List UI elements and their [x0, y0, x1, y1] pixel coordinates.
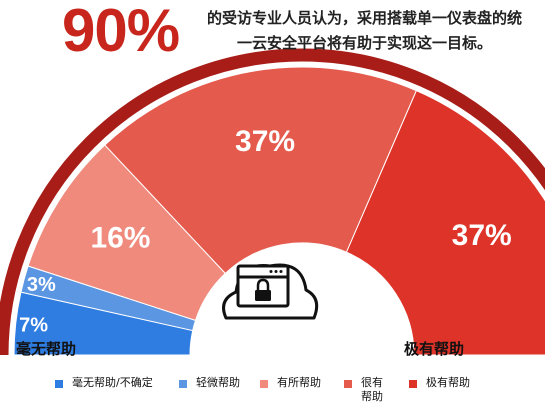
headline-stat: 90% [62, 0, 180, 64]
legend-item: 很有帮助 [344, 376, 389, 404]
legend-swatch [260, 380, 268, 388]
legend-swatch [344, 380, 352, 388]
chart-slice-labels: 7% 3% 16% 37% 37% [19, 125, 512, 336]
chart-slices [13, 66, 545, 356]
legend: 毫无帮助/不确定 轻微帮助 有所帮助 很有帮助 极有帮助 [55, 376, 535, 406]
legend-label: 轻微帮助 [196, 376, 240, 389]
legend-label: 毫无帮助/不确定 [72, 376, 153, 389]
legend-label: 极有帮助 [426, 376, 470, 389]
legend-label: 很有帮助 [361, 376, 383, 403]
chart-slice [104, 66, 418, 275]
chart-slice-label: 3% [27, 274, 56, 296]
outer-arc [0, 48, 545, 356]
cloud-lock-icon [222, 263, 319, 320]
chart-slice-label: 37% [235, 125, 295, 158]
headline-line-2: 一云安全平台将有助于实现这一目标。 [236, 34, 492, 52]
scale-high-label: 极有帮助 [404, 340, 465, 358]
browser-dot [274, 270, 278, 273]
lock-shackle-shape [256, 278, 270, 291]
legend-swatch [179, 380, 187, 388]
legend-item: 有所帮助 [260, 376, 321, 390]
browser-dot [269, 270, 273, 273]
chart-slice [345, 90, 545, 356]
legend-item: 轻微帮助 [179, 376, 240, 390]
lock-body-shape [255, 290, 271, 301]
browser-dot [279, 270, 283, 273]
legend-item: 毫无帮助/不确定 [55, 376, 153, 390]
chart-slice-label: 7% [19, 315, 48, 337]
legend-swatch [55, 380, 63, 388]
headline-line-1: 的受访专业人员认为，采用搭载单一仪表盘的统 [206, 9, 522, 27]
legend-label: 有所帮助 [277, 376, 321, 389]
chart-slice-label: 37% [452, 219, 512, 252]
legend-item: 极有帮助 [409, 376, 470, 390]
legend-swatch [409, 380, 417, 388]
scale-low-label: 毫无帮助 [16, 340, 77, 358]
chart-slice-label: 16% [90, 222, 150, 255]
